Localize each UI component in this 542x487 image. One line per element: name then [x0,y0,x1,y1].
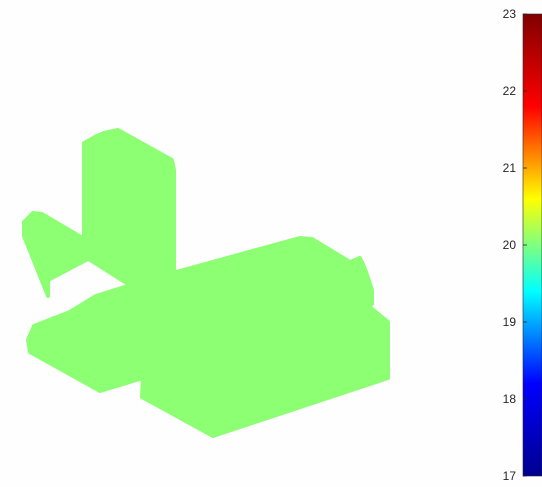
colorbar-tick-label: 17 [503,469,517,483]
colorbar-tick-label: 19 [503,315,517,329]
colorbar-tick-label: 23 [503,7,517,21]
solid-surface [22,128,390,438]
colorbar-tick-label: 20 [503,238,517,252]
solid-face-0 [82,128,176,298]
solid-face-3 [334,260,374,310]
colorbar-tick-label: 21 [503,161,517,175]
colorbar-tick-label: 18 [503,392,517,406]
colorbar-ticks: 17 18 19 20 21 22 23 [503,7,527,483]
solid-face-2 [26,236,390,438]
colorbar: 17 18 19 20 21 22 23 [503,7,542,483]
colorbar-tick-label: 22 [503,84,517,98]
solid-face-1 [22,211,88,298]
